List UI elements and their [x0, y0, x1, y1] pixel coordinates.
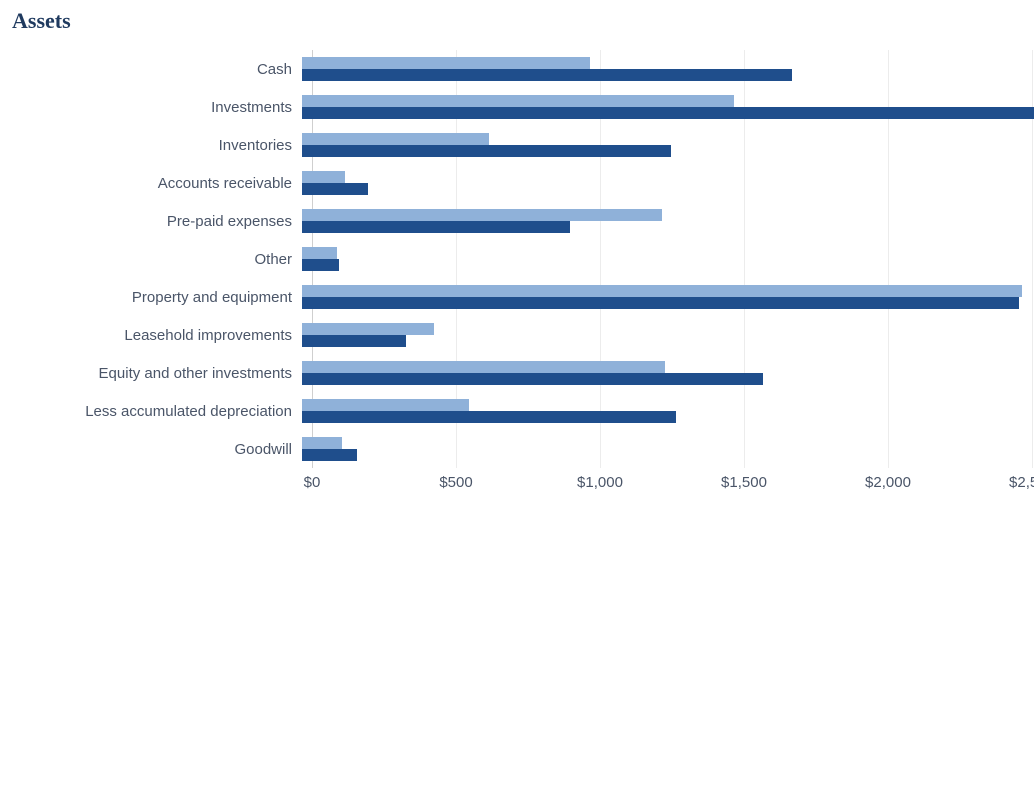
x-axis: $0$500$1,000$1,500$2,000$2,500 [312, 474, 1032, 498]
bar-series-a [302, 285, 1022, 297]
bar-series-a [302, 133, 489, 145]
category-label: Pre-paid expenses [12, 213, 302, 230]
bar-series-b [302, 411, 676, 423]
chart-row: Investments [12, 88, 1022, 126]
category-label: Investments [12, 99, 302, 116]
bars-cell [302, 437, 1022, 461]
category-label: Cash [12, 61, 302, 78]
bar-series-a [302, 437, 342, 449]
bars-cell [302, 323, 1022, 347]
bar-series-b [302, 107, 1034, 119]
category-label: Other [12, 251, 302, 268]
category-label: Accounts receivable [12, 175, 302, 192]
chart-plot: Cash Investments Inventories Accounts recei… [12, 50, 1022, 468]
bars-cell [302, 171, 1022, 195]
bar-series-b [302, 69, 792, 81]
chart-title: Assets [12, 8, 1022, 34]
bar-series-a [302, 361, 665, 373]
bar-pair [302, 361, 1022, 385]
bar-series-a [302, 95, 734, 107]
chart-area: Cash Investments Inventories Accounts recei… [12, 50, 1022, 498]
bar-series-a [302, 399, 469, 411]
category-label: Inventories [12, 137, 302, 154]
bar-pair [302, 57, 1022, 81]
x-axis-tick: $500 [439, 474, 472, 491]
category-label: Property and equipment [12, 289, 302, 306]
bar-series-a [302, 247, 337, 259]
chart-row: Equity and other investments [12, 354, 1022, 392]
bar-pair [302, 209, 1022, 233]
bar-series-b [302, 183, 368, 195]
chart-row: Pre-paid expenses [12, 202, 1022, 240]
category-label: Equity and other investments [12, 365, 302, 382]
chart-row: Cash [12, 50, 1022, 88]
bar-pair [302, 323, 1022, 347]
bar-pair [302, 247, 1022, 271]
bar-pair [302, 171, 1022, 195]
bar-series-b [302, 335, 406, 347]
bar-pair [302, 133, 1022, 157]
bars-cell [302, 133, 1022, 157]
x-axis-tick: $2,500 [1009, 474, 1034, 491]
bars-cell [302, 285, 1022, 309]
chart-row: Property and equipment [12, 278, 1022, 316]
chart-row: Other [12, 240, 1022, 278]
bar-series-b [302, 373, 763, 385]
bar-series-a [302, 323, 434, 335]
chart-row: Inventories [12, 126, 1022, 164]
chart-row: Leasehold improvements [12, 316, 1022, 354]
bars-cell [302, 209, 1022, 233]
bar-series-a [302, 57, 590, 69]
x-axis-tick: $1,000 [577, 474, 623, 491]
bar-series-b [302, 259, 339, 271]
category-label: Leasehold improvements [12, 327, 302, 344]
bar-series-b [302, 145, 671, 157]
category-label: Less accumulated depreciation [12, 403, 302, 420]
bar-pair [302, 95, 1022, 119]
chart-row: Accounts receivable [12, 164, 1022, 202]
bars-cell [302, 57, 1022, 81]
bar-series-b [302, 297, 1019, 309]
bars-cell [302, 361, 1022, 385]
bars-cell [302, 247, 1022, 271]
x-axis-tick: $1,500 [721, 474, 767, 491]
bar-series-a [302, 171, 345, 183]
x-axis-tick: $2,000 [865, 474, 911, 491]
bars-cell [302, 95, 1022, 119]
x-axis-tick: $0 [304, 474, 321, 491]
chart-container: Assets Cash Investments Inventories Account… [0, 0, 1034, 506]
bar-pair [302, 285, 1022, 309]
bar-pair [302, 399, 1022, 423]
category-label: Goodwill [12, 441, 302, 458]
bar-pair [302, 437, 1022, 461]
bar-series-b [302, 221, 570, 233]
bar-series-a [302, 209, 662, 221]
chart-row: Less accumulated depreciation [12, 392, 1022, 430]
bar-series-b [302, 449, 357, 461]
bars-cell [302, 399, 1022, 423]
chart-row: Goodwill [12, 430, 1022, 468]
